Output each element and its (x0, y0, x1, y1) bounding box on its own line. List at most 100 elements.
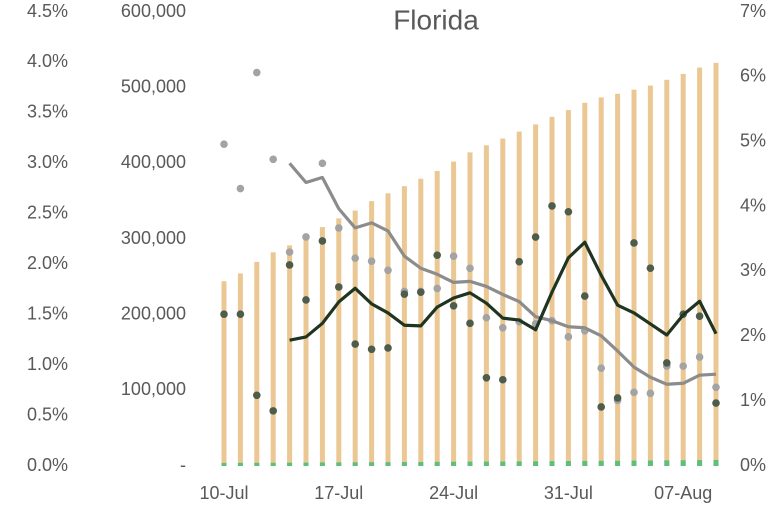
bar (500, 138, 506, 467)
dot (564, 207, 573, 216)
bar (221, 462, 227, 466)
bar (467, 461, 473, 466)
bar (697, 67, 703, 467)
tick-label: 400,000 (121, 152, 186, 172)
tick-label: 600,000 (121, 1, 186, 21)
bar (401, 462, 407, 466)
dot (351, 254, 360, 262)
tick-label: 3.0% (27, 152, 68, 172)
bar (287, 462, 293, 466)
bar (319, 227, 325, 466)
bar (516, 131, 522, 466)
dot (220, 140, 228, 148)
dot (515, 257, 523, 266)
bar (254, 462, 260, 466)
dot (499, 323, 507, 332)
dot (482, 313, 491, 322)
bar (664, 460, 670, 466)
tick-label: 1.5% (27, 303, 68, 323)
bar (549, 461, 555, 466)
dot (367, 257, 376, 265)
dot (318, 237, 327, 245)
bar (582, 460, 588, 466)
dot (433, 251, 442, 260)
dot (499, 375, 507, 384)
bar (352, 210, 358, 466)
tick-label: 7% (740, 1, 766, 21)
dot (285, 248, 294, 256)
x-tick-label: 10-Jul (199, 483, 248, 503)
x-tick-label: 07-Aug (654, 483, 712, 503)
bar (631, 460, 637, 466)
tick-label: 300,000 (121, 228, 186, 248)
tick-label: 3% (740, 260, 766, 280)
tick-label: 0% (740, 455, 766, 475)
dot (335, 283, 343, 291)
bar (713, 459, 719, 466)
tick-label: 1% (740, 390, 766, 410)
tick-label: 3.5% (27, 102, 68, 122)
bar (713, 62, 719, 467)
bar (697, 460, 703, 466)
bar (418, 461, 424, 466)
bar (647, 460, 653, 466)
bar (451, 461, 457, 466)
bar (664, 79, 670, 466)
bar (516, 461, 522, 466)
bar (483, 145, 489, 466)
tick-label: 5% (740, 130, 766, 150)
tick-label: 100,000 (121, 379, 186, 399)
tick-label: 2.5% (27, 203, 68, 223)
dot (564, 333, 573, 341)
dot (351, 340, 360, 348)
chart-title: Florida (393, 4, 479, 35)
dot (597, 403, 605, 411)
dot (679, 362, 687, 370)
bar (303, 237, 309, 466)
bar (385, 193, 391, 466)
bar (385, 462, 391, 466)
bar (483, 461, 489, 466)
bar (237, 462, 243, 466)
tick-label: - (180, 455, 186, 475)
bar (582, 102, 588, 467)
bar (369, 462, 375, 466)
line (288, 162, 717, 386)
bar (319, 462, 325, 466)
dot (236, 310, 245, 319)
dot (220, 310, 228, 319)
dot (712, 399, 720, 407)
tick-label: 2.0% (27, 253, 68, 273)
bar (598, 460, 604, 466)
bar (647, 85, 653, 467)
dot (335, 224, 343, 232)
bar (533, 461, 539, 466)
dot (417, 288, 425, 296)
bar (533, 124, 539, 466)
bar (631, 89, 637, 467)
dot (252, 391, 261, 400)
tick-label: 4.5% (27, 1, 68, 21)
dot (236, 184, 245, 193)
bar (336, 218, 342, 466)
tick-label: 2% (740, 325, 766, 345)
dot (466, 264, 474, 273)
bar (680, 73, 686, 466)
tick-label: 500,000 (121, 76, 186, 96)
dot (630, 388, 638, 397)
tick-label: 4.0% (27, 51, 68, 71)
bar (287, 245, 293, 466)
dot (269, 155, 278, 164)
dot (252, 68, 261, 77)
dot (581, 292, 589, 300)
dot (449, 252, 458, 260)
dot (367, 345, 376, 354)
dot (433, 284, 442, 293)
bar (369, 201, 375, 466)
tick-label: 4% (740, 195, 766, 215)
bar (254, 261, 260, 466)
dot (531, 233, 540, 241)
bar (680, 460, 686, 466)
dot (613, 394, 622, 402)
